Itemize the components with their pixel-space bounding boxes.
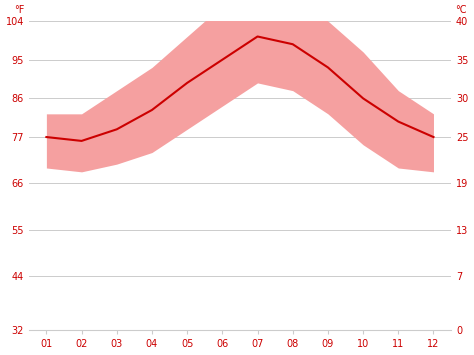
- Text: °F: °F: [14, 5, 25, 15]
- Text: °C: °C: [456, 5, 467, 15]
